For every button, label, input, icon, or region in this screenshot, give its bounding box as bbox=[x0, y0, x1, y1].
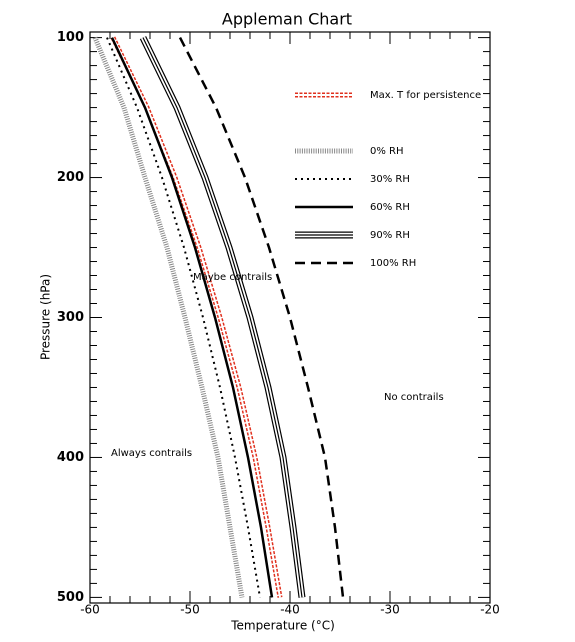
y-tick-label: 100 bbox=[57, 30, 84, 45]
legend-label: 0% RH bbox=[370, 146, 404, 157]
annotation: Always contrails bbox=[111, 448, 192, 459]
x-tick-label: -60 bbox=[80, 603, 100, 617]
y-tick-label: 500 bbox=[57, 590, 84, 605]
legend-label: 100% RH bbox=[370, 258, 416, 269]
x-tick-label: -20 bbox=[480, 603, 500, 617]
x-axis-label: Temperature (°C) bbox=[230, 619, 335, 633]
y-tick-label: 200 bbox=[57, 170, 84, 185]
series-line bbox=[110, 37, 274, 598]
series-line bbox=[92, 36, 245, 598]
series-line bbox=[139, 36, 306, 598]
series-line bbox=[106, 37, 261, 598]
annotation: Maybe contrails bbox=[193, 272, 272, 283]
legend-label: Max. T for persistence bbox=[370, 90, 481, 101]
series-line bbox=[140, 36, 305, 598]
y-axis-label: Pressure (hPa) bbox=[39, 274, 53, 360]
x-tick-label: -40 bbox=[280, 603, 300, 617]
y-tick-label: 400 bbox=[57, 450, 84, 465]
series-line bbox=[178, 37, 345, 598]
annotation: No contrails bbox=[384, 392, 444, 403]
y-tick-label: 300 bbox=[57, 310, 84, 325]
chart-title: Appleman Chart bbox=[222, 10, 352, 29]
legend-label: 90% RH bbox=[370, 230, 410, 241]
x-tick-label: -30 bbox=[380, 603, 400, 617]
legend-label: 30% RH bbox=[370, 174, 410, 185]
series-line bbox=[142, 37, 303, 598]
series-line bbox=[112, 37, 281, 598]
x-tick-label: -50 bbox=[180, 603, 200, 617]
legend-label: 60% RH bbox=[370, 202, 410, 213]
series-line bbox=[110, 36, 283, 598]
